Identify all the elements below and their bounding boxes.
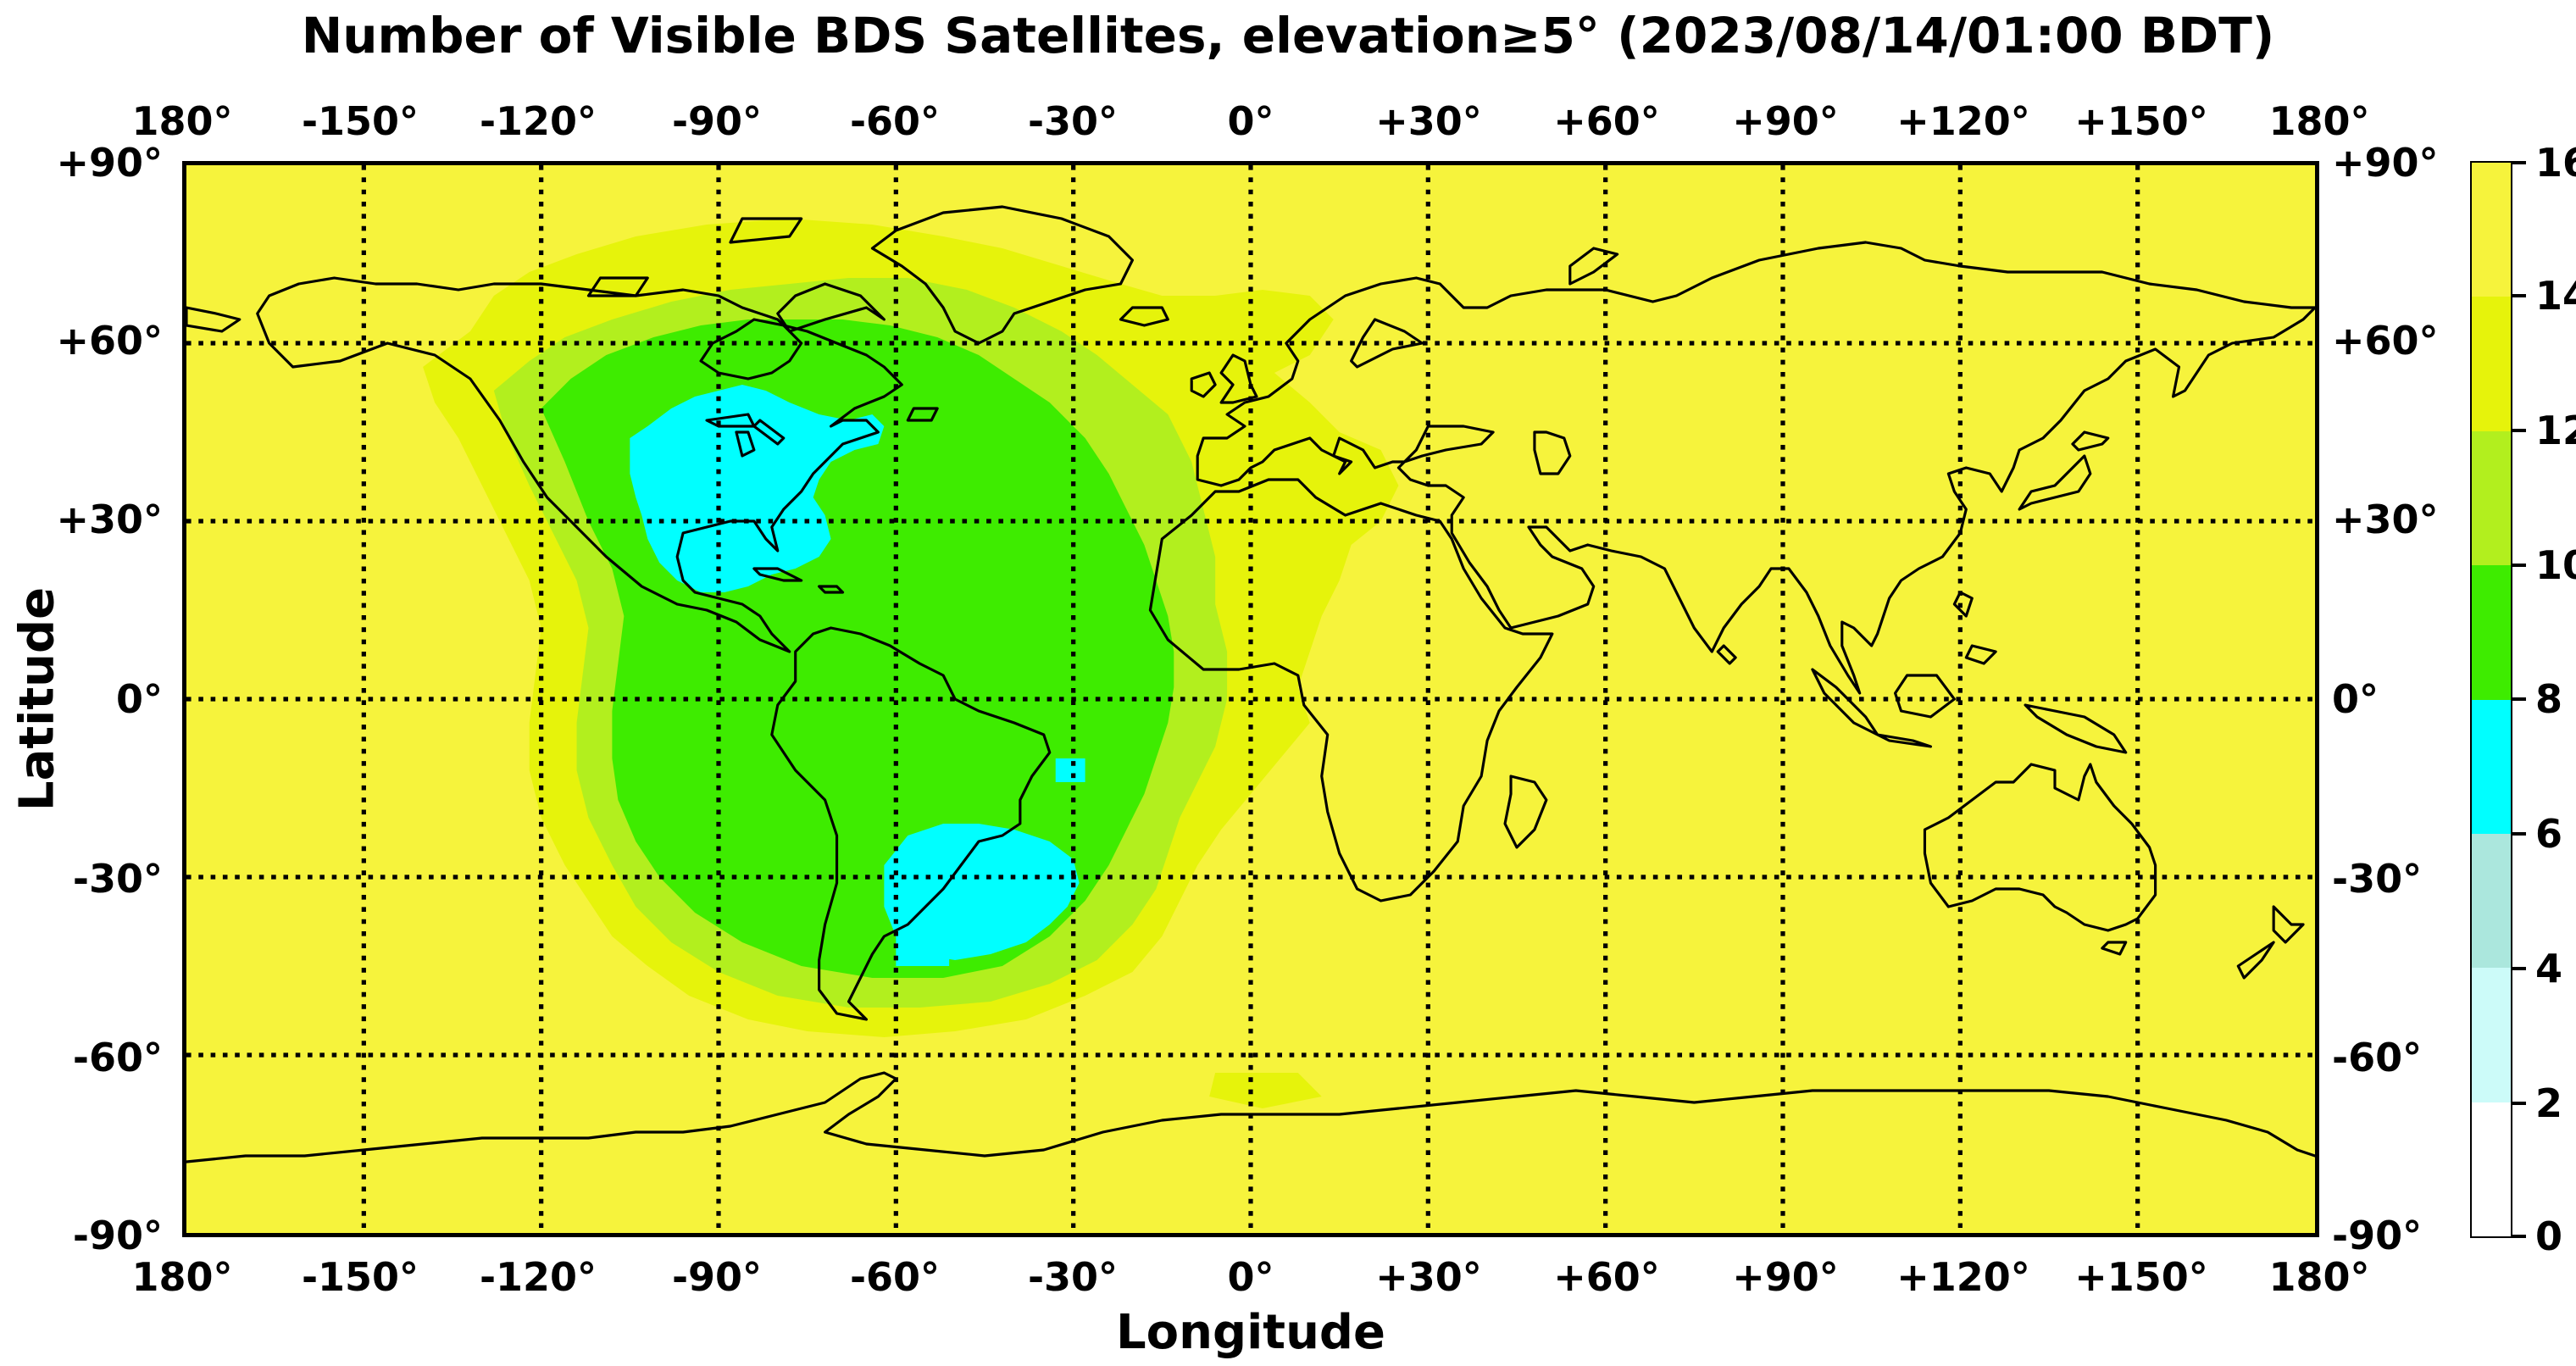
colorbar-tick-mark	[2511, 564, 2526, 567]
bottom-tick-180e: 180°	[2268, 1254, 2370, 1300]
right-tick-30n: +30°	[2332, 497, 2439, 542]
colorbar-tick-mark	[2511, 832, 2526, 836]
top-tick-120e: +120°	[1896, 98, 2030, 144]
contour-band-6-8	[630, 385, 1085, 966]
top-tick-30e: +30°	[1375, 98, 1482, 144]
top-tick-120w: -120°	[479, 98, 597, 144]
coast-north-america	[256, 276, 903, 653]
top-tick-0: 0°	[1227, 98, 1274, 144]
bottom-tick-120e: +120°	[1896, 1254, 2030, 1300]
colorbar-band-2-4	[2472, 968, 2511, 1102]
top-tick-180w: 180°	[131, 98, 233, 144]
coast-baltic-sea	[1350, 318, 1424, 369]
right-tick-90n: +90°	[2332, 140, 2439, 186]
colorbar-label-12: 12	[2535, 408, 2576, 453]
coast-antarctica	[186, 1071, 2315, 1163]
top-tick-60w: -60°	[849, 98, 941, 144]
colorbar-label-16: 16	[2535, 140, 2576, 186]
colorbar-band-8-10	[2472, 565, 2511, 700]
y-axis-label: Latitude	[9, 586, 65, 812]
colorbar-label-10: 10	[2535, 542, 2576, 588]
map-plot-area	[182, 161, 2319, 1237]
bottom-tick-90w: -90°	[671, 1254, 763, 1300]
left-tick-60n: +60°	[56, 318, 163, 364]
left-tick-0: 0°	[115, 676, 163, 722]
world-contour-map	[186, 165, 2315, 1233]
colorbar-tick-mark	[2511, 1235, 2526, 1238]
colorbar-label-8: 8	[2535, 676, 2563, 722]
coast-south-america	[770, 626, 1052, 1021]
top-tick-180e: 180°	[2268, 98, 2370, 144]
bottom-tick-150e: +150°	[2074, 1254, 2208, 1300]
right-tick-0: 0°	[2332, 676, 2379, 722]
top-tick-60e: +60°	[1553, 98, 1660, 144]
bottom-tick-120w: -120°	[479, 1254, 597, 1300]
coast-islands	[186, 217, 2305, 980]
colorbar-tick-mark	[2511, 967, 2526, 970]
right-tick-60n: +60°	[2332, 318, 2439, 364]
top-tick-150e: +150°	[2074, 98, 2208, 144]
coastlines	[186, 205, 2315, 1163]
bottom-tick-90e: +90°	[1732, 1254, 1839, 1300]
colorbar-band-4-6	[2472, 833, 2511, 969]
left-tick-90n: +90°	[56, 140, 163, 186]
bottom-tick-30w: -30°	[1027, 1254, 1119, 1300]
colorbar-label-2: 2	[2535, 1080, 2563, 1126]
left-tick-90s: -90°	[72, 1213, 163, 1258]
top-tick-30w: -30°	[1027, 98, 1119, 144]
coast-africa	[1148, 478, 1554, 902]
colorbar	[2470, 161, 2512, 1238]
coast-caspian-sea	[1533, 430, 1572, 475]
coast-greenland	[870, 205, 1135, 345]
top-tick-150w: -150°	[301, 98, 419, 144]
colorbar-label-14: 14	[2535, 273, 2576, 319]
bottom-tick-60e: +60°	[1553, 1254, 1660, 1300]
bottom-tick-0: 0°	[1227, 1254, 1274, 1300]
colorbar-tick-mark	[2511, 429, 2526, 432]
colorbar-tick-mark	[2511, 697, 2526, 701]
coast-eurasia	[1196, 241, 2315, 695]
colorbar-band-6-8	[2472, 699, 2511, 834]
x-axis-label: Longitude	[1115, 1305, 1386, 1360]
left-tick-30s: -30°	[72, 856, 163, 902]
chart-title: Number of Visible BDS Satellites, elevat…	[301, 7, 2275, 64]
colorbar-band-12-14	[2472, 297, 2511, 431]
right-tick-60s: -60°	[2332, 1035, 2423, 1080]
colorbar-band-14-16	[2472, 163, 2511, 297]
colorbar-label-6: 6	[2535, 811, 2563, 857]
colorbar-label-4: 4	[2535, 946, 2563, 991]
left-tick-60s: -60°	[72, 1035, 163, 1080]
top-tick-90e: +90°	[1732, 98, 1839, 144]
colorbar-tick-mark	[2511, 161, 2526, 164]
bottom-tick-180w: 180°	[131, 1254, 233, 1300]
coast-australia	[1923, 763, 2157, 932]
bottom-tick-60w: -60°	[849, 1254, 941, 1300]
left-tick-30n: +30°	[56, 497, 163, 542]
bottom-tick-30e: +30°	[1375, 1254, 1482, 1300]
colorbar-tick-mark	[2511, 1102, 2526, 1105]
colorbar-label-0: 0	[2535, 1213, 2563, 1259]
right-tick-90s: -90°	[2332, 1213, 2423, 1258]
colorbar-tick-mark	[2511, 294, 2526, 297]
right-tick-30s: -30°	[2332, 856, 2423, 902]
graticule-gridlines	[186, 165, 2315, 1233]
top-tick-90w: -90°	[671, 98, 763, 144]
bottom-tick-150w: -150°	[301, 1254, 419, 1300]
colorbar-band-10-12	[2472, 430, 2511, 566]
colorbar-band-0-2	[2472, 1102, 2511, 1236]
